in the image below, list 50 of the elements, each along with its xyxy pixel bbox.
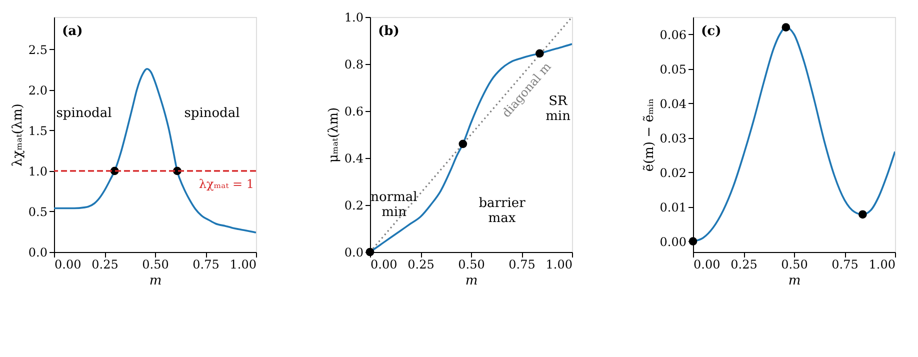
y-tick-label: 0.06	[660, 28, 686, 42]
y-tick-label: 1.0	[28, 164, 48, 178]
y-tick-label: 0.4	[344, 152, 364, 166]
x-axis-title: m	[788, 274, 801, 288]
y-tick-label: 0.2	[344, 198, 364, 212]
x-tick-label: 0.00	[694, 258, 720, 272]
x-axis-title: m	[465, 274, 478, 288]
y-tick-label: 0.04	[660, 96, 687, 111]
x-axis-title: m	[149, 274, 162, 288]
y-tick-label: 0.01	[660, 200, 686, 214]
y-tick-label: 0.0	[344, 246, 364, 260]
y-tick-label: 0.5	[28, 204, 48, 219]
y-tick-label: 1.0	[344, 10, 364, 24]
line-series	[54, 68, 256, 234]
y-tick-label: 0.05	[660, 62, 686, 76]
y-tick-label: 0.8	[344, 58, 364, 72]
annotation: SR min	[546, 94, 572, 124]
x-tick-label: 0.75	[508, 258, 536, 272]
x-tick-label: 1.00	[868, 258, 896, 272]
annotation: (c)	[701, 24, 722, 39]
y-axis-title: μₘₐₜ(λm)	[326, 107, 342, 163]
y-tick-label: 0.6	[344, 104, 364, 118]
x-tick-label: 0.50	[458, 258, 485, 272]
x-tick-label: 0.75	[192, 258, 220, 272]
y-tick-label: 2.5	[28, 42, 48, 57]
y-tick-label: 1.5	[28, 124, 48, 138]
y-tick-label: 0.0	[28, 246, 48, 260]
ref-line-label: λχₘₐₜ = 1	[198, 176, 254, 191]
annotation: normal min	[370, 190, 418, 220]
x-tick-label: 0.00	[370, 258, 398, 272]
x-tick-label: 0.25	[408, 258, 434, 272]
annotation: spinodal	[56, 106, 112, 121]
x-tick-label: 1.00	[230, 258, 256, 272]
annotation: barrier max	[478, 196, 526, 226]
annotation: spinodal	[184, 106, 240, 121]
x-tick-label: 0.25	[92, 258, 118, 272]
y-tick-label: 0.02	[660, 166, 686, 180]
y-tick-label: 0.03	[660, 131, 686, 146]
y-axis-title: λχₘₐₜ(λm)	[10, 103, 26, 167]
x-tick-label: 0.50	[781, 258, 808, 272]
annotation: (b)	[378, 24, 400, 39]
x-tick-label: 0.50	[142, 258, 169, 272]
x-tick-label: 0.00	[54, 258, 82, 272]
y-axis-title: ẽ(m) − ẽₘᵢₙ	[642, 98, 657, 172]
annotation: (a)	[62, 24, 83, 39]
y-tick-label: 0.00	[660, 234, 686, 249]
x-tick-label: 1.00	[546, 258, 572, 272]
x-tick-label: 0.75	[832, 258, 858, 272]
x-tick-label: 0.25	[730, 258, 758, 272]
y-tick-label: 2.0	[28, 83, 48, 98]
